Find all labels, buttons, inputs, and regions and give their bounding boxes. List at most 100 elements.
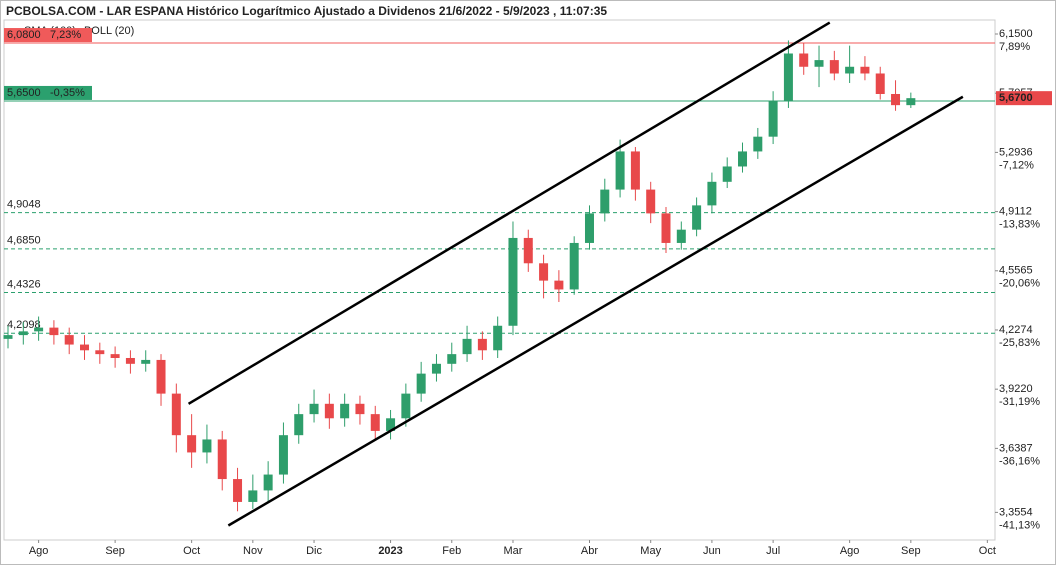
y-tick-label: 3,3554 xyxy=(999,506,1033,518)
candle-body xyxy=(294,414,304,436)
level-change: -0,35% xyxy=(50,87,85,99)
x-tick-label: Abr xyxy=(581,545,598,557)
x-tick-label: Sep xyxy=(901,545,921,557)
y-tick-change: -13,83% xyxy=(999,218,1040,230)
y-tick-change: -7,12% xyxy=(999,159,1034,171)
x-tick-label: Oct xyxy=(979,545,996,557)
candle-body xyxy=(324,403,334,419)
x-tick-label: Jul xyxy=(766,545,780,557)
candle-body xyxy=(661,213,671,243)
candle-body xyxy=(233,479,243,502)
y-tick-change: -20,06% xyxy=(999,278,1040,290)
candle-body xyxy=(263,474,273,491)
plot-area xyxy=(3,19,996,541)
candle-body xyxy=(569,242,579,290)
y-tick-label: 5,2936 xyxy=(999,146,1033,158)
y-tick-change: -41,13% xyxy=(999,519,1040,531)
candle-body xyxy=(18,331,28,336)
candle-body xyxy=(95,350,105,355)
y-tick-label: 3,9220 xyxy=(999,383,1033,395)
y-tick-label: 6,1500 xyxy=(999,28,1033,40)
candle-body xyxy=(539,263,549,281)
candle-body xyxy=(217,439,227,480)
y-tick-change: -25,83% xyxy=(999,337,1040,349)
candle-body xyxy=(431,363,441,374)
candle-body xyxy=(278,435,288,475)
candle-body xyxy=(64,335,74,345)
candle-body xyxy=(753,136,763,152)
candle-body xyxy=(646,189,656,214)
y-tick-label: 4,5565 xyxy=(999,265,1033,277)
candle-body xyxy=(3,335,13,339)
candle-body xyxy=(738,151,748,167)
trend-line xyxy=(227,95,964,527)
candle-body xyxy=(554,280,564,290)
candle-body xyxy=(845,66,855,74)
candle-body xyxy=(416,373,426,394)
y-tick-change: -31,19% xyxy=(999,396,1040,408)
candle-body xyxy=(508,237,518,326)
x-tick-label: Dic xyxy=(306,545,322,557)
candle-body xyxy=(386,418,396,431)
candle-body xyxy=(141,359,151,364)
x-tick-label: Feb xyxy=(442,545,461,557)
trend-line xyxy=(187,21,831,405)
x-tick-label: Ago xyxy=(29,545,49,557)
candle-body xyxy=(692,205,702,230)
candle-body xyxy=(34,327,44,332)
chart-title: PCBOLSA.COM - LAR ESPANA Histórico Logar… xyxy=(6,4,607,18)
candle-body xyxy=(401,393,411,419)
candle-body xyxy=(187,435,197,453)
candle-body xyxy=(860,66,870,74)
y-tick-change: 7,89% xyxy=(999,41,1030,53)
candle-body xyxy=(584,213,594,243)
candle-body xyxy=(829,60,839,74)
candle-body xyxy=(49,327,59,336)
candle-body xyxy=(707,181,717,206)
candle-body xyxy=(202,439,212,453)
candle-body xyxy=(340,403,350,419)
candle-body xyxy=(477,338,487,351)
candle-body xyxy=(171,393,181,436)
level-label: 4,4326 xyxy=(7,278,41,290)
level-label: 4,6850 xyxy=(7,235,41,247)
candle-body xyxy=(722,166,732,182)
level-label-box xyxy=(4,28,92,43)
candle-body xyxy=(80,344,90,351)
last-price-label: 5,6700 xyxy=(999,92,1033,104)
candle-body xyxy=(309,403,319,415)
candle-body xyxy=(462,338,472,355)
candle-body xyxy=(523,237,533,264)
candle-body xyxy=(630,151,640,190)
x-tick-label: Jun xyxy=(703,545,721,557)
level-label-box xyxy=(4,85,92,100)
candle-body xyxy=(493,325,503,351)
candle-body xyxy=(125,357,135,364)
x-tick-label: Oct xyxy=(183,545,200,557)
y-tick-label: 4,9112 xyxy=(999,205,1032,217)
candle-body xyxy=(875,73,885,94)
candle-body xyxy=(156,359,166,394)
candle-body xyxy=(355,403,365,415)
candle-body xyxy=(799,53,809,67)
last-price-box xyxy=(996,91,1052,106)
candle-body xyxy=(600,189,610,214)
candle-body xyxy=(110,354,120,358)
candle-body xyxy=(248,490,258,502)
level-label: 4,2098 xyxy=(7,319,41,331)
y-tick-label: 3,6387 xyxy=(999,442,1033,454)
level-change: 7,23% xyxy=(50,29,81,41)
y-tick-change: -36,16% xyxy=(999,455,1040,467)
indicator-label: BOLL (20) xyxy=(84,25,134,37)
candle-body xyxy=(370,414,380,431)
y-tick-label: 4,2274 xyxy=(999,324,1033,336)
x-tick-label: May xyxy=(640,545,661,557)
candle-body xyxy=(768,100,778,137)
candle-body xyxy=(783,53,793,101)
x-tick-label: Nov xyxy=(243,545,263,557)
candle-body xyxy=(447,354,457,364)
x-tick-label: Mar xyxy=(504,545,523,557)
level-label: 5,6500 xyxy=(7,87,41,99)
x-tick-label: 2023 xyxy=(378,545,402,557)
